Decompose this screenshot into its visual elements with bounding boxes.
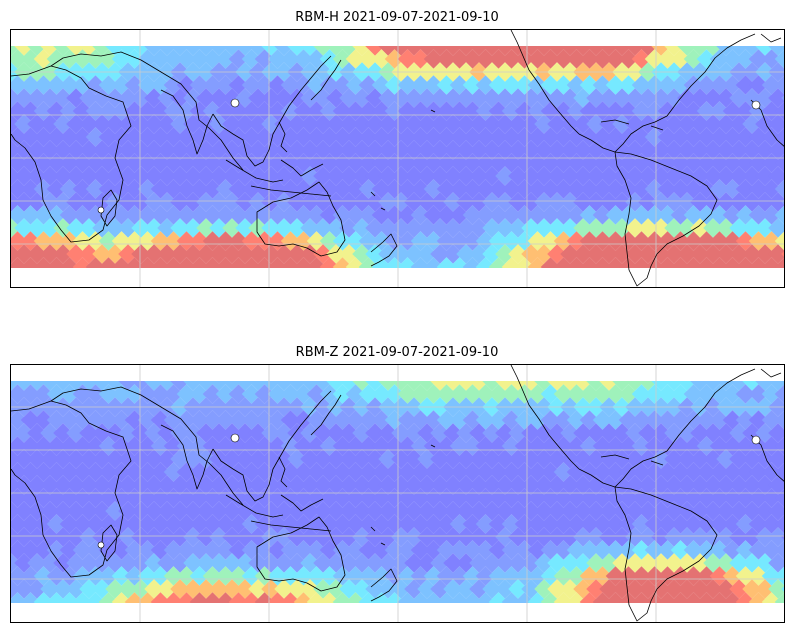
island-marker xyxy=(230,433,240,443)
island-marker xyxy=(97,206,105,214)
island-marker xyxy=(751,435,761,445)
map-canvas-rbm-z xyxy=(11,365,784,622)
field-layer xyxy=(11,36,784,277)
island-marker xyxy=(97,541,105,549)
map-panel-rbm-z[interactable] xyxy=(10,364,785,623)
coastlines xyxy=(11,30,784,287)
panel-title-rbm-z: RBM-Z 2021-09-07-2021-09-10 xyxy=(295,345,499,360)
island-marker xyxy=(230,98,240,108)
field-layer xyxy=(11,371,784,612)
panel-title-rbm-h: RBM-H 2021-09-07-2021-09-10 xyxy=(295,10,499,25)
gridlines xyxy=(11,365,784,622)
gridlines xyxy=(11,30,784,287)
map-canvas-rbm-h xyxy=(11,30,784,287)
island-marker xyxy=(751,100,761,110)
map-panel-rbm-h[interactable] xyxy=(10,29,785,288)
